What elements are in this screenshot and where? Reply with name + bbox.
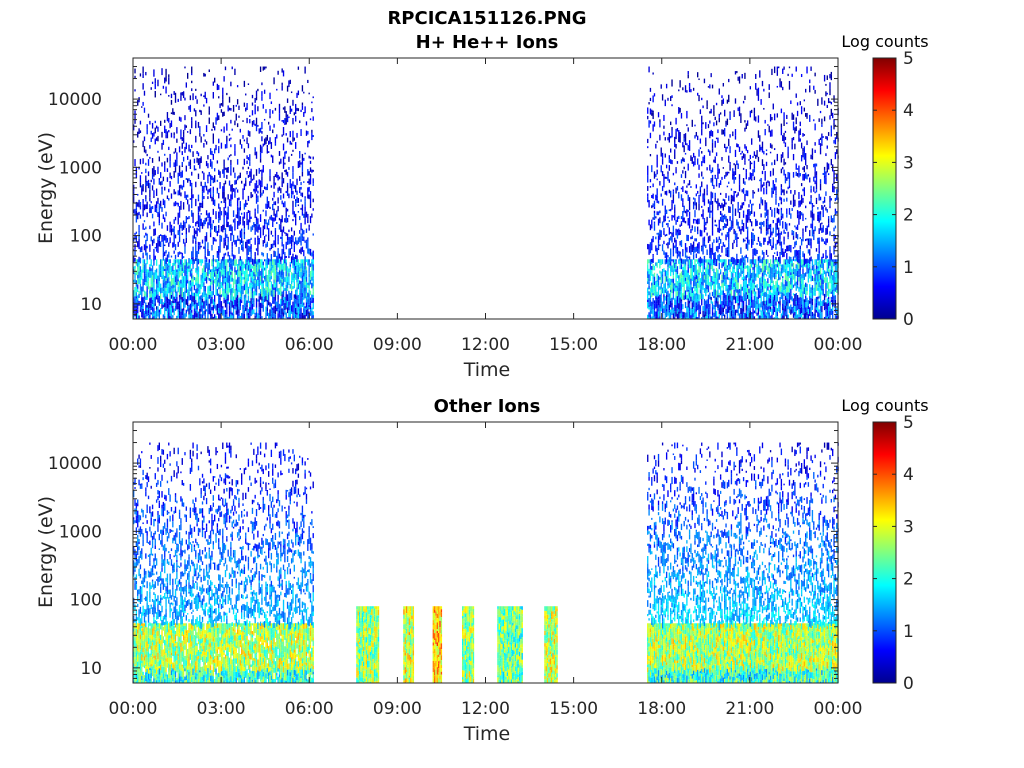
y-axis-label: Energy (eV): [35, 132, 57, 244]
x-tick-label: 03:00: [197, 335, 246, 355]
y-axis-label: Energy (eV): [35, 496, 57, 608]
x-tick-label: 00:00: [814, 335, 863, 355]
x-tick-label: 00:00: [109, 699, 158, 719]
spectrogram-area: [133, 58, 839, 319]
spectrogram-area: [133, 422, 839, 683]
panel-title: H+ He++ Ions: [416, 32, 559, 53]
x-tick-label: 21:00: [725, 335, 774, 355]
data-interval: [497, 606, 523, 683]
y-tick-label: 10000: [48, 454, 102, 474]
colorbar-label: Log counts: [841, 396, 928, 415]
axes: 00:00 03:00 06:00 09:00 12:00 15:00 18:00 21:00…: [48, 421, 863, 719]
x-tick-label: 03:00: [197, 699, 246, 719]
data-interval: [356, 606, 380, 683]
colorbar-tick-label: 4: [903, 465, 914, 485]
axes: 00:00 03:00 06:00 09:00 12:00 15:00 18:00 21:00…: [48, 57, 863, 355]
data-interval: [403, 606, 415, 683]
colorbar-label: Log counts: [841, 32, 928, 51]
colorbar-tick-label: 0: [903, 674, 914, 694]
colorbar-tick-label: 4: [903, 101, 914, 121]
x-tick-label: 09:00: [373, 699, 422, 719]
data-interval: [647, 66, 839, 319]
y-tick-label: 100: [70, 227, 102, 247]
colorbar-tick-label: 5: [903, 413, 914, 433]
x-tick-label: 06:00: [285, 699, 334, 719]
colorbar-gradient: [872, 421, 897, 684]
x-tick-label: 12:00: [461, 699, 510, 719]
data-interval: [462, 606, 475, 683]
data-interval: [133, 442, 314, 683]
data-interval: [432, 606, 443, 683]
x-tick-label: 15:00: [549, 335, 598, 355]
x-tick-label: 12:00: [461, 335, 510, 355]
x-tick-label: 15:00: [549, 699, 598, 719]
x-tick-label: 18:00: [637, 699, 686, 719]
data-interval: [133, 66, 314, 319]
data-interval: [544, 606, 558, 683]
colorbar-tick-label: 3: [903, 517, 914, 537]
colorbar-tick-label: 5: [903, 49, 914, 69]
y-tick-label: 10: [80, 659, 102, 679]
colorbar-tick-label: 2: [903, 206, 914, 226]
y-tick-label: 1000: [59, 158, 102, 178]
colorbar-tick-label: 3: [903, 153, 914, 173]
y-tick-label: 100: [70, 591, 102, 611]
y-tick-label: 10: [80, 295, 102, 315]
colorbar: 0 1 2 3 4 5: [872, 49, 914, 330]
x-tick-label: 00:00: [814, 699, 863, 719]
colorbar-tick-label: 2: [903, 570, 914, 590]
colorbar-tick-label: 0: [903, 310, 914, 330]
panel-h-he-ions: H+ He++ Ions Time Energy (eV) Log counts…: [35, 32, 929, 381]
x-tick-label: 09:00: [373, 335, 422, 355]
y-tick-label: 1000: [59, 522, 102, 542]
x-tick-label: 06:00: [285, 335, 334, 355]
x-tick-label: 21:00: [725, 699, 774, 719]
x-axis-label: Time: [463, 723, 511, 745]
figure-title: RPCICA151126.PNG: [387, 8, 586, 29]
x-axis-label: Time: [463, 359, 511, 381]
colorbar: 0 1 2 3 4 5: [872, 413, 914, 694]
panel-title: Other Ions: [434, 396, 541, 417]
y-tick-label: 10000: [48, 90, 102, 110]
colorbar-gradient: [872, 57, 897, 320]
colorbar-tick-label: 1: [903, 258, 914, 278]
panel-other-ions: Other Ions Time Energy (eV) Log counts 0…: [35, 396, 929, 745]
colorbar-tick-label: 1: [903, 622, 914, 642]
x-tick-label: 00:00: [109, 335, 158, 355]
data-interval: [647, 442, 839, 683]
x-tick-label: 18:00: [637, 335, 686, 355]
